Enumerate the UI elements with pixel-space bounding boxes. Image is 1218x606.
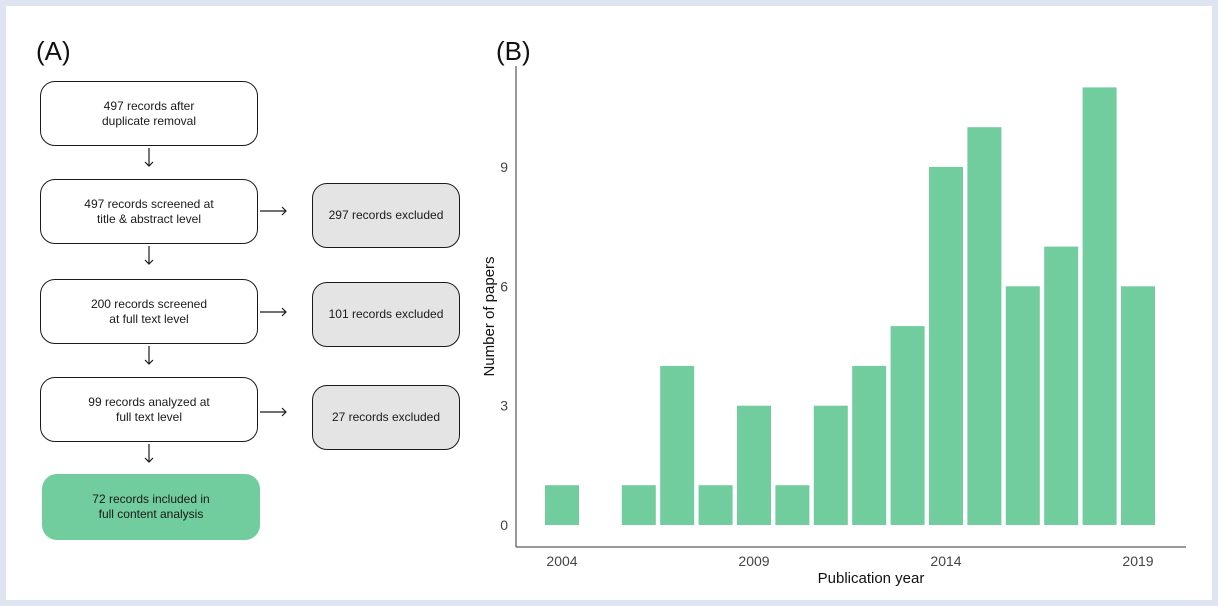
bar-2012 [852,365,887,525]
bar-2006 [621,485,656,525]
bar-2008 [698,485,733,525]
exclusion-box-1-text: 297 records excluded [328,208,444,222]
x-tick-label-2004: 2004 [546,553,577,569]
bar-chart: 0 3 6 9 2004 2009 2014 2019 Publication year Numb… [481,66,1186,587]
flow-step-3: 200 records screened at full text level [40,279,258,344]
down-arrow-3 [144,346,154,365]
x-tick-label-2019: 2019 [1122,553,1153,569]
right-arrow-2 [260,307,287,317]
figure-frame: (A) 497 records after duplicate removal … [6,6,1212,600]
panel-a-label: (A) [36,36,71,66]
bar-2013 [890,326,925,525]
exclusion-box-2-text: 101 records excluded [328,307,444,321]
flow-step-2: 497 records screened at title & abstract… [40,179,258,244]
flow-arrows [144,148,287,463]
bars-group [545,87,1155,526]
bar-2019 [1121,286,1155,525]
exclusion-box-2: 101 records excluded [312,282,460,347]
y-axis-title: Number of papers [481,256,498,376]
right-arrow-3 [260,407,287,417]
flow-step-1-text: 497 records after duplicate removal [101,98,197,128]
flow-step-4: 99 records analyzed at full text level [40,377,258,442]
right-arrow-1 [260,206,287,216]
bar-2009 [737,405,771,525]
x-tick-label-2014: 2014 [930,553,961,569]
bar-2014 [929,167,963,525]
bar-2011 [813,405,848,525]
bar-2004 [545,485,579,525]
x-axis-title: Publication year [818,570,925,587]
flow-step-1: 497 records after duplicate removal [40,81,258,146]
bar-2015 [967,127,1002,525]
panel-b-label: (B) [496,36,531,66]
exclusion-box-1: 297 records excluded [312,183,460,248]
flow-step-2-text: 497 records screened at title & abstract… [84,196,214,226]
down-arrow-4 [144,444,154,463]
flow-step-included: 72 records included in full content anal… [42,474,260,540]
bar-2016 [1005,286,1040,525]
y-tick-label-6: 6 [500,278,508,294]
bar-2017 [1044,246,1079,525]
bar-2007 [660,365,695,525]
y-tick-label-0: 0 [500,517,508,533]
y-tick-label-9: 9 [500,159,508,175]
bar-2018 [1082,87,1117,526]
down-arrow-1 [144,148,154,167]
exclusion-box-3-text: 27 records excluded [331,410,441,424]
axes-group: 0 3 6 9 2004 2009 2014 2019 Publication year Numb… [481,66,1186,587]
flow-step-included-text: 72 records included in full content anal… [92,492,210,521]
exclusion-box-3: 27 records excluded [312,385,460,450]
bar-2010 [775,485,810,525]
x-tick-label-2009: 2009 [738,553,769,569]
flow-step-3-text: 200 records screened at full text level [90,296,208,326]
flow-step-4-text: 99 records analyzed at full text level [88,394,210,424]
down-arrow-2 [144,246,154,265]
y-tick-label-3: 3 [500,398,508,414]
